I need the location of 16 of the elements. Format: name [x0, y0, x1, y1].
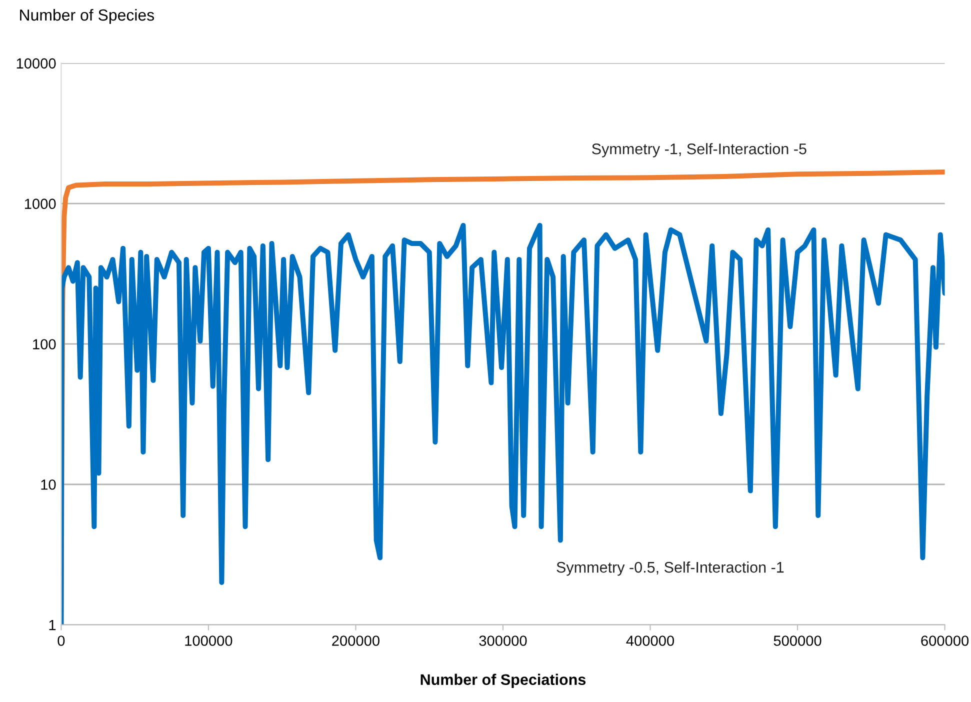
x-tick-label: 400000	[626, 636, 674, 646]
series-label: Symmetry -1, Self-Interaction -5	[592, 143, 806, 158]
y-tick-label: 10	[41, 479, 56, 490]
y-tick-label: 1000	[24, 198, 56, 210]
x-axis-title: Number of Speciations	[420, 674, 586, 688]
x-tick-label: 0	[58, 636, 65, 646]
x-tick-label: 600000	[921, 636, 969, 646]
x-tick-label: 500000	[774, 636, 822, 646]
x-tick-label: 300000	[479, 636, 527, 646]
y-tick-label: 10000	[16, 58, 56, 69]
x-tick-label: 200000	[332, 636, 380, 646]
series-label: Symmetry -0.5, Self-Interaction -1	[556, 562, 784, 576]
x-tick-label: 100000	[185, 636, 232, 646]
y-tick-label: 1	[49, 620, 56, 630]
y-tick-label: 100	[33, 339, 56, 350]
y-axis-title: Number of Species	[20, 8, 154, 24]
